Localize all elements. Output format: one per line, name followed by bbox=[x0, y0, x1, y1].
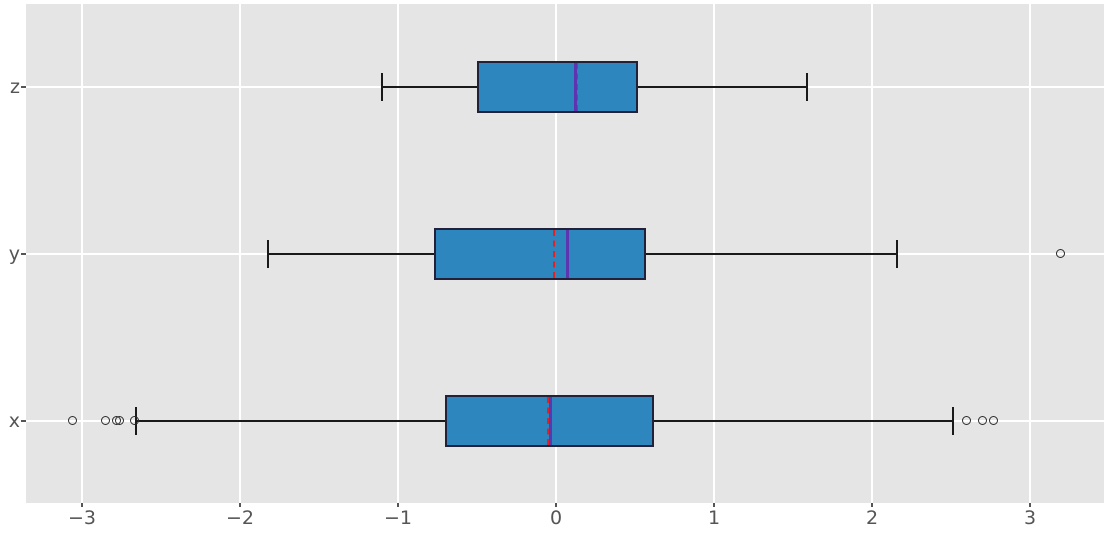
y-category-label: x bbox=[8, 409, 20, 432]
x-tick-label: −1 bbox=[383, 507, 413, 529]
outlier-point-y bbox=[1055, 249, 1065, 258]
x-tick-mark bbox=[397, 503, 399, 507]
outlier-point-x bbox=[129, 416, 139, 425]
cap-high-y bbox=[896, 239, 899, 268]
outlier-point-x bbox=[115, 416, 125, 425]
box-z bbox=[477, 61, 639, 113]
x-tick-label: 0 bbox=[549, 507, 563, 529]
cap-high-z bbox=[806, 73, 809, 101]
x-tick-label: −2 bbox=[225, 507, 255, 529]
y-tick-mark bbox=[21, 86, 26, 88]
x-tick-mark bbox=[555, 503, 557, 507]
x-tick-label: 1 bbox=[707, 507, 721, 529]
median-line-z bbox=[573, 63, 577, 111]
outlier-point-x bbox=[101, 416, 111, 425]
x-tick-label: −3 bbox=[67, 507, 97, 529]
y-tick-mark bbox=[21, 252, 26, 255]
cap-low-y bbox=[267, 239, 270, 268]
whisker-low-y bbox=[268, 252, 435, 255]
x-tick-mark bbox=[239, 503, 241, 507]
x-tick-label: 2 bbox=[865, 507, 879, 529]
whisker-high-x bbox=[653, 419, 953, 422]
plot-panel bbox=[26, 4, 1104, 503]
outlier-point-x bbox=[978, 416, 988, 425]
x-tick-mark bbox=[81, 503, 83, 507]
outlier-point-x bbox=[989, 416, 999, 425]
median-line-x bbox=[548, 396, 552, 445]
x-tick-mark bbox=[713, 503, 715, 507]
cap-low-z bbox=[381, 73, 384, 101]
median-line-y bbox=[566, 229, 570, 278]
cap-high-x bbox=[951, 406, 954, 435]
whisker-low-x bbox=[135, 419, 446, 422]
y-tick-mark bbox=[21, 419, 26, 422]
outlier-point-x bbox=[962, 416, 972, 425]
whisker-high-y bbox=[646, 252, 898, 255]
whisker-low-z bbox=[382, 86, 477, 88]
x-tick-mark bbox=[871, 503, 873, 507]
mean-line-x bbox=[547, 396, 550, 445]
box-y bbox=[434, 227, 647, 280]
outlier-point-x bbox=[68, 416, 78, 425]
x-tick-mark bbox=[1029, 503, 1031, 507]
y-category-label: z bbox=[10, 76, 20, 98]
whisker-high-z bbox=[638, 86, 808, 88]
mean-line-y bbox=[553, 229, 556, 278]
x-tick-label: 3 bbox=[1023, 507, 1037, 529]
y-category-label: y bbox=[8, 242, 20, 265]
